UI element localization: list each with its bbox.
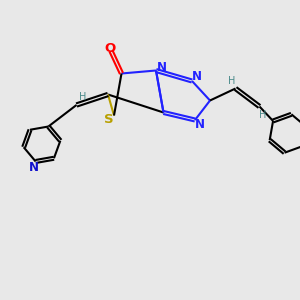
Text: H: H bbox=[80, 92, 87, 102]
Text: N: N bbox=[156, 61, 167, 74]
Text: O: O bbox=[104, 42, 115, 55]
Text: S: S bbox=[104, 113, 113, 126]
Polygon shape bbox=[24, 127, 60, 161]
Text: N: N bbox=[29, 161, 39, 174]
Polygon shape bbox=[156, 70, 210, 120]
Text: N: N bbox=[194, 118, 205, 131]
Text: N: N bbox=[191, 70, 202, 83]
Text: H: H bbox=[228, 76, 236, 86]
Polygon shape bbox=[270, 114, 300, 153]
Text: H: H bbox=[259, 110, 266, 120]
Polygon shape bbox=[108, 70, 164, 116]
